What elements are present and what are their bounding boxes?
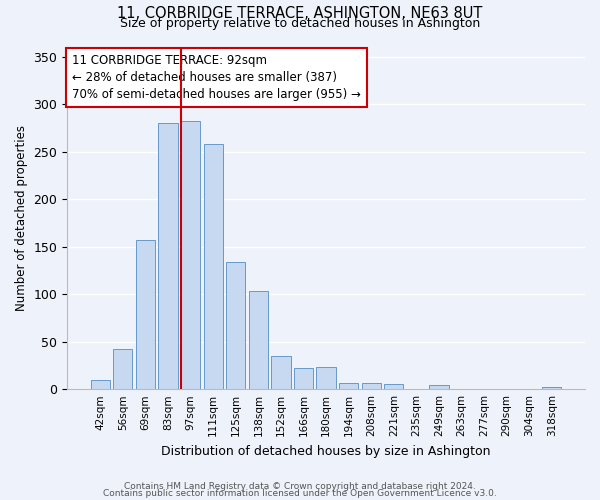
Text: Size of property relative to detached houses in Ashington: Size of property relative to detached ho… [120,18,480,30]
Bar [136,240,155,389]
Bar [384,384,403,389]
Bar [249,292,268,389]
Bar [158,124,178,389]
Bar [339,384,358,389]
Bar [430,386,449,389]
Bar [91,380,110,389]
Bar [203,144,223,389]
Bar [181,120,200,389]
Bar [316,368,335,389]
Text: 11, CORBRIDGE TERRACE, ASHINGTON, NE63 8UT: 11, CORBRIDGE TERRACE, ASHINGTON, NE63 8… [118,6,482,20]
Text: 11 CORBRIDGE TERRACE: 92sqm
← 28% of detached houses are smaller (387)
70% of se: 11 CORBRIDGE TERRACE: 92sqm ← 28% of det… [73,54,361,102]
Bar [362,382,381,389]
Bar [294,368,313,389]
Bar [226,262,245,389]
Bar [271,356,290,389]
Bar [113,350,133,389]
Y-axis label: Number of detached properties: Number of detached properties [15,126,28,312]
Text: Contains public sector information licensed under the Open Government Licence v3: Contains public sector information licen… [103,490,497,498]
X-axis label: Distribution of detached houses by size in Ashington: Distribution of detached houses by size … [161,444,491,458]
Text: Contains HM Land Registry data © Crown copyright and database right 2024.: Contains HM Land Registry data © Crown c… [124,482,476,491]
Bar [542,388,562,389]
